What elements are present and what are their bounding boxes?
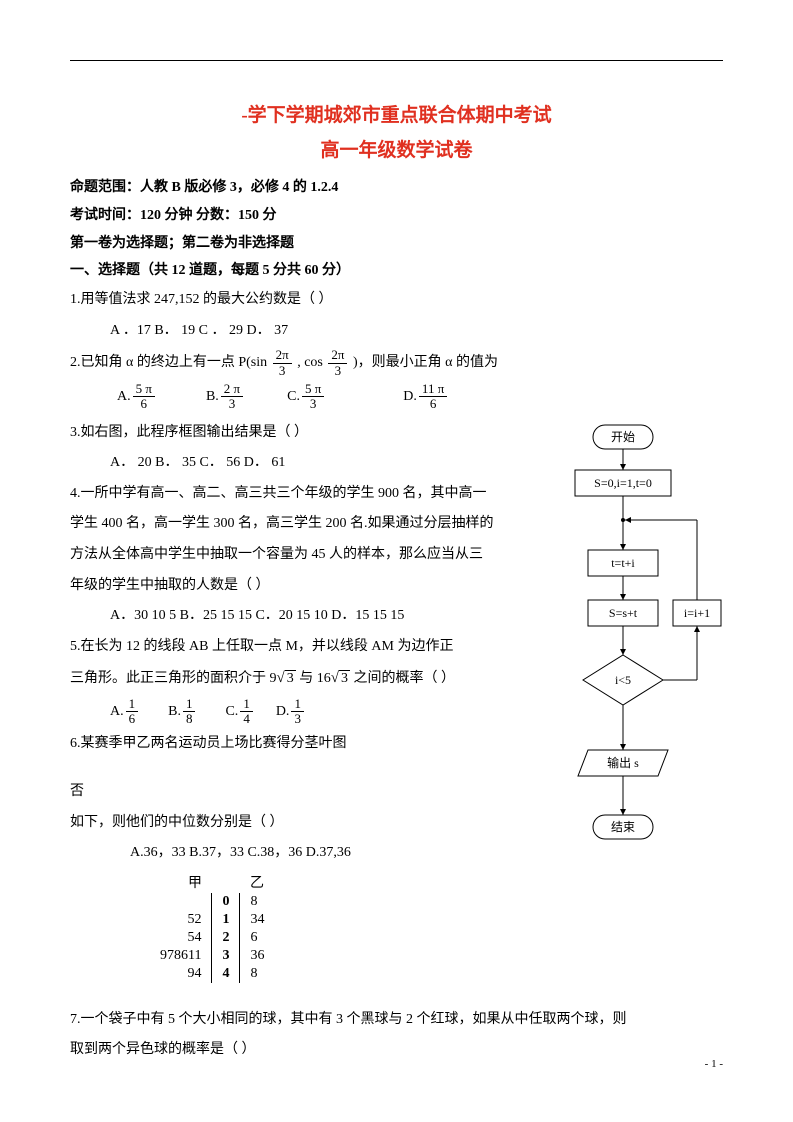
q6-options: A.36，33 B.37，33 C.38，36 D.37,36 — [70, 840, 555, 867]
time-line: 考试时间：120 分钟 分数：150 分 — [70, 204, 723, 228]
q2-options: A.5 π6 B.2 π3 C.5 π3 D.11 π6 — [70, 382, 723, 412]
q4-l1: 4.一所中学有高一、高二、高三共三个年级的学生 900 名，其中高一 — [70, 481, 555, 508]
q6-l3: 如下，则他们的中位数分别是（ ） — [70, 810, 555, 837]
q5-l1: 5.在长为 12 的线段 AB 上任取一点 M，并以线段 AM 为边作正 — [70, 634, 555, 661]
table-row: 9448 — [150, 965, 274, 983]
q1-stem: 1.用等值法求 247,152 的最大公约数是（ ） — [70, 287, 723, 314]
fc-step2: S=s+t — [609, 606, 638, 620]
fc-cond: i<5 — [615, 673, 631, 687]
fc-out: 输出 s — [607, 755, 639, 770]
exam-title-1: -学下学期城郊市重点联合体期中考试 — [70, 100, 723, 127]
q7-l2: 取到两个异色球的概率是（ ） — [70, 1037, 723, 1064]
table-row: 08 — [150, 893, 274, 911]
table-row: 52134 — [150, 911, 274, 929]
q4-options: A．30 10 5 B．25 15 15 C．20 15 10 D．15 15 … — [70, 603, 555, 630]
q6-l2: 否 — [70, 779, 555, 806]
q4-l4: 年级的学生中抽取的人数是（ ） — [70, 573, 555, 600]
exam-title-2: 高一年级数学试卷 — [70, 135, 723, 162]
stem-leaf-table: 甲乙 08 52134 5426 978611336 9448 — [150, 871, 274, 983]
table-row: 978611336 — [150, 947, 274, 965]
q2-text-mid: , cos — [297, 355, 323, 370]
sqrt-icon: 3 — [277, 664, 296, 693]
top-rule — [70, 60, 723, 61]
scope-line: 命题范围：人教 B 版必修 3，必修 4 的 1.2.4 — [70, 176, 723, 200]
q5-options: A.16 B.18 C.14 D.13 — [70, 697, 555, 727]
fc-inc: i=i+1 — [684, 606, 710, 620]
q2-text-a: 2.已知角 α 的终边上有一点 P(sin — [70, 355, 267, 370]
fc-end: 结束 — [611, 820, 635, 834]
q6-l1: 6.某赛季甲乙两名运动员上场比赛得分茎叶图 — [70, 731, 555, 758]
fc-step1: t=t+i — [611, 556, 635, 570]
flowchart: 开始 S=0,i=1,t=0 t=t+i S=s+t i=i+1 — [563, 420, 723, 945]
q2-stem: 2.已知角 α 的终边上有一点 P(sin 2π3 , cos 2π3 )，则最… — [70, 348, 723, 378]
q7-l1: 7.一个袋子中有 5 个大小相同的球，其中有 3 个黑球与 2 个红球，如果从中… — [70, 1007, 723, 1034]
q4-l2: 学生 400 名，高一学生 300 名，高三学生 200 名.如果通过分层抽样的 — [70, 511, 555, 538]
fc-start: 开始 — [611, 430, 635, 444]
q5-l2: 三角形。此正三角形的面积介于 93 与 163 之间的概率（ ） — [70, 664, 555, 693]
q2-frac1: 2π3 — [273, 348, 292, 378]
q2-text-b: )，则最小正角 α 的值为 — [353, 355, 498, 370]
sqrt-icon: 3 — [331, 664, 350, 693]
q3-options: A． 20 B． 35 C． 56 D． 61 — [70, 450, 555, 477]
q1-options: A ．17 B． 19 C ． 29 D． 37 — [70, 318, 723, 345]
q2-frac2: 2π3 — [328, 348, 347, 378]
page-number: - 1 - — [705, 1058, 723, 1070]
fc-init: S=0,i=1,t=0 — [594, 476, 652, 490]
q3-stem: 3.如右图，此程序框图输出结果是（ ） — [70, 420, 555, 447]
section1-heading: 一、选择题（共 12 道题，每题 5 分共 60 分） — [70, 259, 723, 283]
parts-line: 第一卷为选择题；第二卷为非选择题 — [70, 232, 723, 256]
q4-l3: 方法从全体高中学生中抽取一个容量为 45 人的样本，那么应当从三 — [70, 542, 555, 569]
table-row: 5426 — [150, 929, 274, 947]
